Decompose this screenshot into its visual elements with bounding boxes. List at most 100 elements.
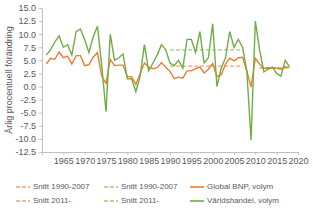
- y-tick-mark: [39, 21, 42, 22]
- y-tick-mark: [39, 126, 42, 127]
- y-tick-label: 15.0: [18, 3, 36, 13]
- y-tick: 12.5: [18, 16, 42, 26]
- legend-label: Global BNP, volym: [207, 182, 273, 191]
- legend: Snitt 1990-2007 Snitt 2011- Snitt 1990-200…: [16, 182, 279, 205]
- y-tick: -7.5: [20, 121, 42, 131]
- legend-item: Världshandel, volym: [190, 196, 279, 205]
- x-tick: 1980: [118, 152, 138, 166]
- legend-swatch: [104, 200, 118, 202]
- x-axis: 1965197019751980198519901995200020052010…: [43, 152, 309, 166]
- series-line: [170, 49, 243, 50]
- x-tick-mark: [170, 152, 171, 155]
- legend-item: Global BNP, volym: [190, 182, 273, 191]
- x-tick-mark: [127, 152, 128, 155]
- y-tick-label: -12.5: [15, 147, 36, 157]
- y-tick-label: -7.5: [20, 121, 36, 131]
- x-tick: 2015: [267, 152, 287, 166]
- x-tick-label: 2005: [224, 156, 244, 166]
- x-tick-label: 2010: [246, 156, 266, 166]
- x-tick-label: 2000: [203, 156, 223, 166]
- legend-item: Snitt 1990-2007: [16, 182, 90, 191]
- legend-label: Snitt 2011-: [33, 196, 71, 205]
- y-tick-label: 10.0: [18, 30, 36, 40]
- legend-label: Snitt 1990-2007: [33, 182, 90, 191]
- series-line: [46, 21, 289, 140]
- legend-item: Snitt 1990-2007: [104, 182, 178, 191]
- legend-item: Snitt 2011-: [16, 196, 71, 205]
- y-tick: -2.5: [20, 95, 42, 105]
- y-tick: 5.0: [23, 56, 42, 66]
- y-tick-label: -5.0: [20, 108, 36, 118]
- y-tick-mark: [39, 100, 42, 101]
- x-tick: 1965: [54, 152, 74, 166]
- y-tick: 0.0: [23, 82, 42, 92]
- y-axis-line: [39, 9, 43, 153]
- legend-swatch: [104, 186, 118, 188]
- x-tick-mark: [149, 152, 150, 155]
- x-tick-mark: [191, 152, 192, 155]
- x-tick-label: 1975: [96, 156, 116, 166]
- y-tick: -10.0: [15, 134, 42, 144]
- x-tick: 2000: [203, 152, 223, 166]
- legend-swatch: [16, 186, 30, 188]
- y-tick-mark: [39, 34, 42, 35]
- x-tick-mark: [234, 152, 235, 155]
- x-tick: 1975: [96, 152, 116, 166]
- y-tick-label: 2.5: [23, 69, 36, 79]
- chart-container: -12.5 -10.0 -7.5 -5.0 -2.5 0.0 2.5 5.0 7.5 10.0 12…: [0, 0, 313, 223]
- y-tick-label: 0.0: [23, 82, 36, 92]
- x-tick-label: 1995: [182, 156, 202, 166]
- x-tick-mark: [63, 152, 64, 155]
- y-tick-mark: [39, 113, 42, 114]
- x-tick-mark: [277, 152, 278, 155]
- y-tick: 15.0: [18, 3, 42, 13]
- plot-area: [46, 21, 289, 140]
- legend-swatch: [190, 200, 204, 202]
- x-tick: 1985: [139, 152, 159, 166]
- y-tick-label: 12.5: [18, 16, 36, 26]
- y-tick: 7.5: [23, 43, 42, 53]
- x-tick: 1995: [182, 152, 202, 166]
- x-tick: 2010: [246, 152, 266, 166]
- x-tick-label: 1965: [54, 156, 74, 166]
- y-tick-mark: [39, 87, 42, 88]
- legend-item: Snitt 2011-: [104, 196, 159, 205]
- y-tick-mark: [39, 73, 42, 74]
- legend-swatch: [16, 200, 30, 202]
- x-tick-mark: [106, 152, 107, 155]
- x-tick-label: 2020: [288, 156, 308, 166]
- x-tick: 2020: [288, 152, 308, 166]
- y-tick-mark: [39, 152, 42, 153]
- legend-label: Världshandel, volym: [207, 196, 279, 205]
- y-axis: -12.5 -10.0 -7.5 -5.0 -2.5 0.0 2.5 5.0 7.5 10.0 12…: [15, 3, 42, 157]
- legend-swatch: [190, 186, 204, 188]
- x-tick-label: 1980: [118, 156, 138, 166]
- x-tick-mark: [85, 152, 86, 155]
- y-tick-mark: [39, 60, 42, 61]
- y-tick: 2.5: [23, 69, 42, 79]
- x-axis-line: [43, 153, 299, 156]
- y-axis-title: Årlig procentuell förändring: [4, 26, 14, 134]
- x-tick-label: 1985: [139, 156, 159, 166]
- x-tick: 1990: [160, 152, 180, 166]
- x-tick-label: 1990: [160, 156, 180, 166]
- y-tick: -12.5: [15, 147, 42, 157]
- y-tick: 10.0: [18, 30, 42, 40]
- y-tick-label: 7.5: [23, 43, 36, 53]
- legend-label: Snitt 1990-2007: [121, 182, 178, 191]
- y-tick-mark: [39, 8, 42, 9]
- x-tick: 2005: [224, 152, 244, 166]
- x-tick-label: 1970: [75, 156, 95, 166]
- y-tick: -5.0: [20, 108, 42, 118]
- y-tick-mark: [39, 139, 42, 140]
- y-tick-label: 5.0: [23, 56, 36, 66]
- y-tick-label: -2.5: [20, 95, 36, 105]
- x-tick-label: 2015: [267, 156, 287, 166]
- x-tick-mark: [213, 152, 214, 155]
- x-tick-mark: [255, 152, 256, 155]
- chart-svg: -12.5 -10.0 -7.5 -5.0 -2.5 0.0 2.5 5.0 7.5 10.0 12…: [0, 0, 313, 223]
- x-tick: 1970: [75, 152, 95, 166]
- y-tick-mark: [39, 47, 42, 48]
- x-tick-mark: [298, 152, 299, 155]
- y-tick-label: -10.0: [15, 134, 36, 144]
